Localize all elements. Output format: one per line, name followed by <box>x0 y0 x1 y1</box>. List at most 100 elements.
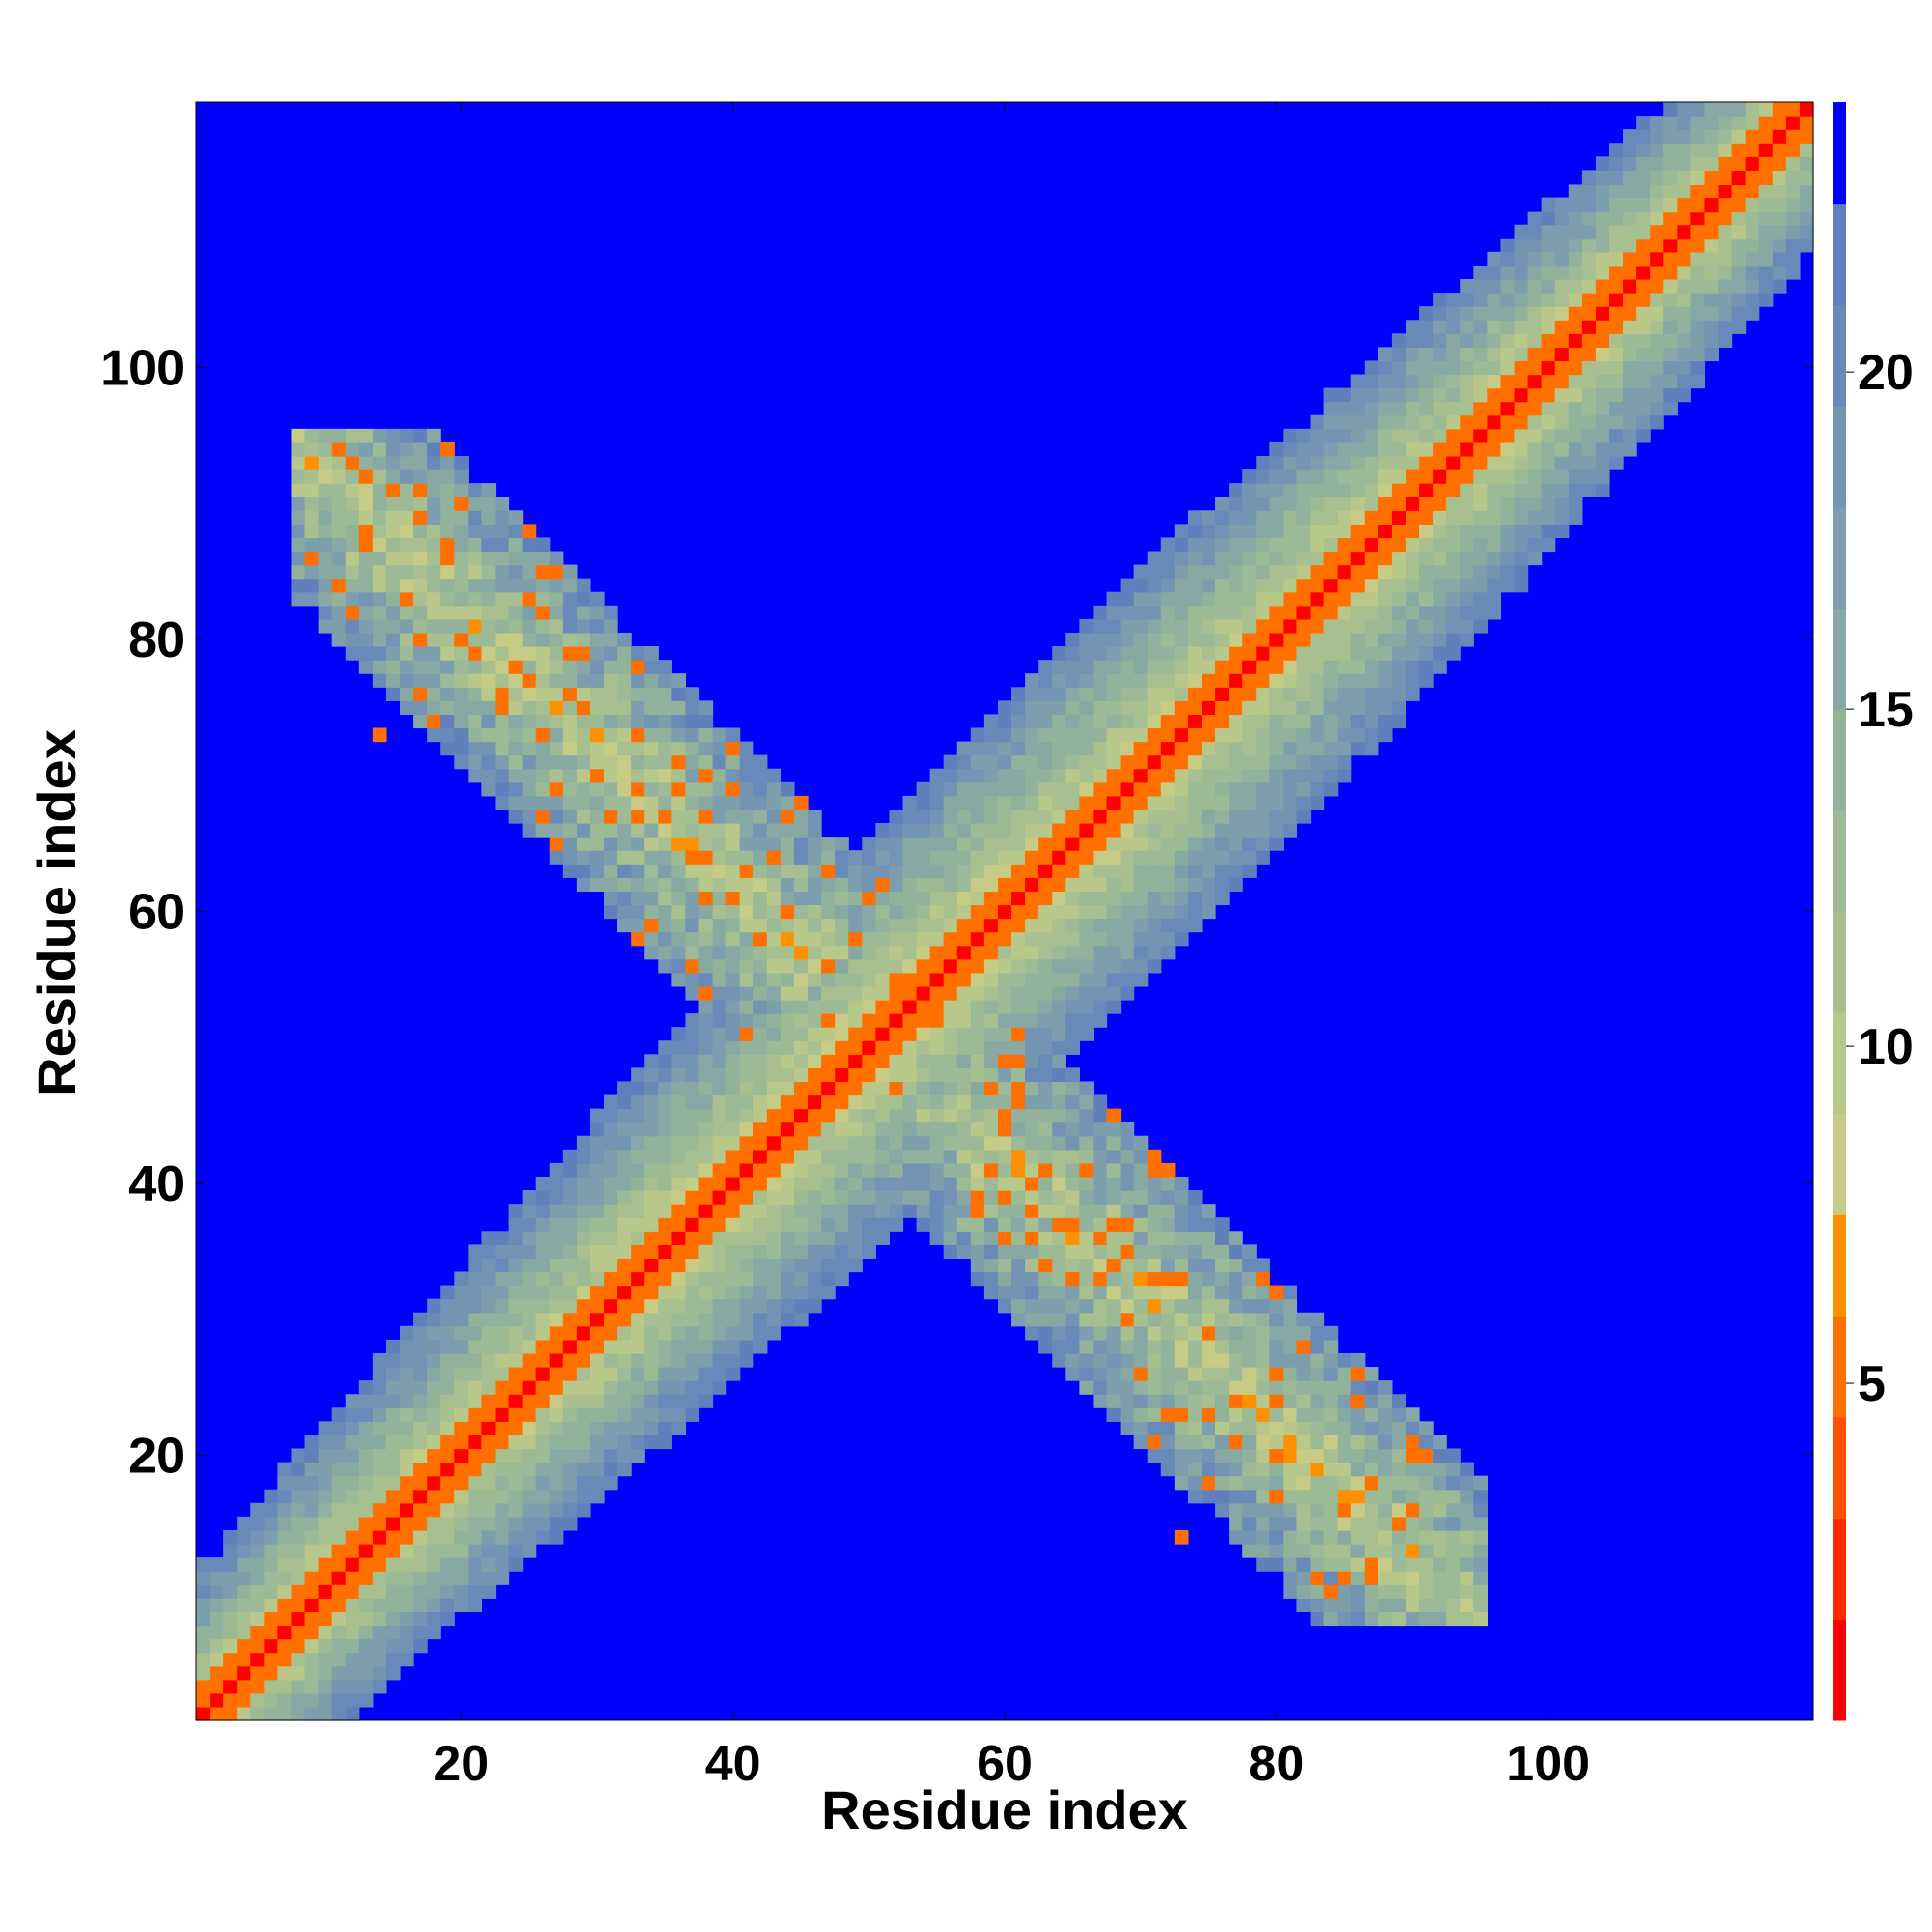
heatmap-cell <box>1405 564 1420 580</box>
heatmap-cell <box>1745 184 1760 199</box>
heatmap-cell <box>1350 1529 1366 1545</box>
heatmap-cell <box>1460 469 1474 484</box>
heatmap-cell <box>1446 1462 1461 1477</box>
heatmap-cell <box>889 1162 904 1178</box>
heatmap-cell <box>1256 1475 1270 1491</box>
heatmap-cell <box>808 1231 822 1245</box>
heatmap-cell <box>1256 632 1270 647</box>
heatmap-cell <box>1433 510 1447 525</box>
heatmap-cell <box>372 441 387 457</box>
heatmap-cell <box>793 1040 809 1055</box>
heatmap-cell <box>589 1394 605 1408</box>
heatmap-cell <box>1147 837 1162 851</box>
heatmap-cell <box>671 877 687 892</box>
heatmap-cell <box>1296 1380 1312 1395</box>
heatmap-cell <box>1296 1394 1312 1408</box>
heatmap-cell <box>1350 1367 1366 1381</box>
heatmap-cell <box>495 1367 510 1381</box>
heatmap-cell <box>943 891 958 906</box>
heatmap-cell <box>644 727 659 743</box>
heatmap-cell <box>358 1598 374 1612</box>
heatmap-cell <box>535 1407 551 1422</box>
heatmap-cell <box>808 891 822 906</box>
heatmap-cell <box>385 1625 401 1640</box>
heatmap-cell <box>345 1394 360 1408</box>
heatmap-cell <box>1174 1421 1189 1436</box>
heatmap-cell <box>1405 497 1420 511</box>
heatmap-cell <box>766 945 781 960</box>
heatmap-cell <box>875 904 891 920</box>
heatmap-cell <box>1079 1339 1094 1354</box>
heatmap-cell <box>1473 510 1488 525</box>
heatmap-cell <box>372 1367 387 1381</box>
heatmap-cell <box>1174 714 1189 729</box>
heatmap-cell <box>835 1217 849 1232</box>
heatmap-cell <box>277 1679 293 1694</box>
heatmap-cell <box>617 754 632 770</box>
heatmap-cell <box>1120 1162 1135 1178</box>
heatmap-cell <box>712 918 727 933</box>
heatmap-cell <box>997 795 1012 810</box>
heatmap-cell <box>1242 1502 1257 1518</box>
heatmap-cell <box>862 904 876 920</box>
heatmap-cell <box>997 891 1012 906</box>
heatmap-cell <box>1364 1529 1379 1545</box>
heatmap-cell <box>1500 333 1516 348</box>
heatmap-cell <box>1378 1435 1393 1450</box>
heatmap-cell <box>644 1054 659 1068</box>
heatmap-cell <box>508 1544 524 1558</box>
heatmap-cell <box>1337 1489 1352 1504</box>
heatmap-cell <box>400 660 414 674</box>
heatmap-cell <box>372 727 387 743</box>
heatmap-cell <box>454 1407 469 1422</box>
heatmap-cell <box>1065 1271 1080 1287</box>
heatmap-cell <box>671 918 687 933</box>
heatmap-cell <box>291 1557 306 1572</box>
heatmap-cell <box>1229 1475 1243 1491</box>
heatmap-cell <box>875 1054 891 1068</box>
heatmap-cell <box>1677 306 1691 321</box>
heatmap-cell <box>902 945 918 960</box>
heatmap-cell <box>1527 510 1543 525</box>
heatmap-cell <box>1079 1285 1094 1300</box>
heatmap-cell <box>1187 850 1203 865</box>
heatmap-cell <box>604 1325 618 1341</box>
heatmap-cell <box>468 673 483 688</box>
heatmap-cell <box>889 1094 904 1110</box>
heatmap-cell <box>766 1094 781 1110</box>
heatmap-cell <box>237 1598 251 1612</box>
heatmap-cell <box>1256 605 1270 620</box>
heatmap-cell <box>1011 1271 1026 1287</box>
heatmap-cell <box>1460 1529 1474 1545</box>
heatmap-cell <box>1256 1435 1270 1450</box>
heatmap-cell <box>1229 1394 1243 1408</box>
heatmap-cell <box>1038 1271 1053 1287</box>
heatmap-cell <box>468 1598 483 1612</box>
heatmap-cell <box>617 1244 632 1260</box>
heatmap-cell <box>1718 197 1733 213</box>
heatmap-cell <box>549 1502 564 1518</box>
heatmap-cell <box>604 1231 618 1245</box>
heatmap-cell <box>481 1394 497 1408</box>
heatmap-cell <box>1772 170 1787 185</box>
heatmap-cell <box>943 1162 958 1178</box>
heatmap-cell <box>1174 1352 1189 1368</box>
heatmap-cell <box>223 1557 238 1572</box>
heatmap-cell <box>508 700 524 716</box>
heatmap-cell <box>1296 1407 1312 1422</box>
heatmap-cell <box>562 578 578 593</box>
heatmap-cell <box>576 660 591 674</box>
heatmap-cell <box>1242 1352 1257 1368</box>
heatmap-cell <box>1229 483 1243 497</box>
heatmap-cell <box>698 958 714 974</box>
heatmap-cell <box>1500 265 1516 280</box>
heatmap-cell <box>1242 618 1257 634</box>
heatmap-cell <box>929 877 945 892</box>
heatmap-cell <box>1704 129 1719 144</box>
heatmap-cell <box>1350 1407 1366 1422</box>
heatmap-cell <box>1310 646 1325 661</box>
heatmap-cell <box>1433 401 1447 416</box>
heatmap-cell <box>685 850 700 865</box>
heatmap-cell <box>725 1094 741 1110</box>
heatmap-cell <box>1446 306 1461 321</box>
